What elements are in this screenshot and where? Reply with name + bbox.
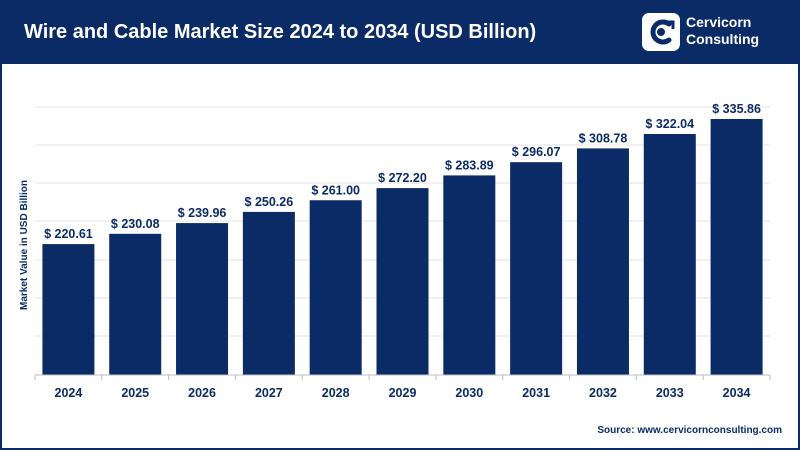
- logo-icon: [642, 13, 680, 51]
- x-tick-label-2025: 2025: [121, 386, 149, 400]
- bar-2029: [376, 188, 429, 375]
- bar-2033: [643, 134, 696, 375]
- x-axis-ticks: 2024 2025 2026 2027 2028 2029 2030 2031 2032 2033…: [34, 375, 771, 400]
- logo-line-2: Consulting: [686, 31, 760, 47]
- source-note: Source: www.cervicornconsulting.com: [597, 425, 782, 436]
- x-tick-label-2029: 2029: [389, 386, 417, 400]
- x-tick-label-2031: 2031: [522, 386, 550, 400]
- bar-2028: [309, 200, 362, 375]
- logo-wordmark: Cervicorn Consulting: [686, 14, 759, 48]
- value-label-2031: $ 296.07: [512, 145, 561, 159]
- bar-2026: [176, 223, 229, 375]
- bar-2030: [443, 175, 496, 375]
- x-tick-label-2034: 2034: [723, 386, 751, 400]
- value-label-2032: $ 308.78: [579, 131, 628, 145]
- bar-2024: [42, 244, 95, 375]
- bars: [42, 119, 763, 375]
- value-label-2026: $ 239.96: [178, 206, 227, 220]
- bar-2027: [242, 211, 295, 375]
- x-tick-label-2030: 2030: [455, 386, 483, 400]
- value-label-2030: $ 283.89: [445, 158, 494, 172]
- value-label-2034: $ 335.86: [712, 102, 761, 116]
- x-tick-label-2024: 2024: [55, 386, 83, 400]
- brand-logo: Cervicorn Consulting: [642, 13, 782, 53]
- x-tick-label-2032: 2032: [589, 386, 617, 400]
- bar-2031: [510, 162, 563, 375]
- value-label-2033: $ 322.04: [645, 117, 694, 131]
- chart-title: Wire and Cable Market Size 2024 to 2034 …: [24, 21, 537, 43]
- value-label-2028: $ 261.00: [311, 183, 360, 197]
- value-label-2027: $ 250.26: [245, 195, 294, 209]
- value-label-2024: $ 220.61: [44, 227, 93, 241]
- y-axis-label: Market Value in USD Billion: [19, 180, 30, 310]
- bar-2025: [109, 233, 162, 375]
- x-tick-label-2026: 2026: [188, 386, 216, 400]
- bar-2034: [710, 119, 763, 375]
- logo-line-1: Cervicorn: [686, 14, 752, 30]
- header-banner: Wire and Cable Market Size 2024 to 2034 …: [2, 2, 798, 64]
- x-tick-label-2028: 2028: [322, 386, 350, 400]
- x-tick-label-2033: 2033: [656, 386, 684, 400]
- value-labels: $ 220.61 $ 230.08 $ 239.96 $ 250.26 $ 261.00…: [44, 102, 761, 241]
- x-tick-label-2027: 2027: [255, 386, 283, 400]
- bar-2032: [576, 148, 629, 375]
- value-label-2025: $ 230.08: [111, 217, 160, 231]
- value-label-2029: $ 272.20: [378, 171, 427, 185]
